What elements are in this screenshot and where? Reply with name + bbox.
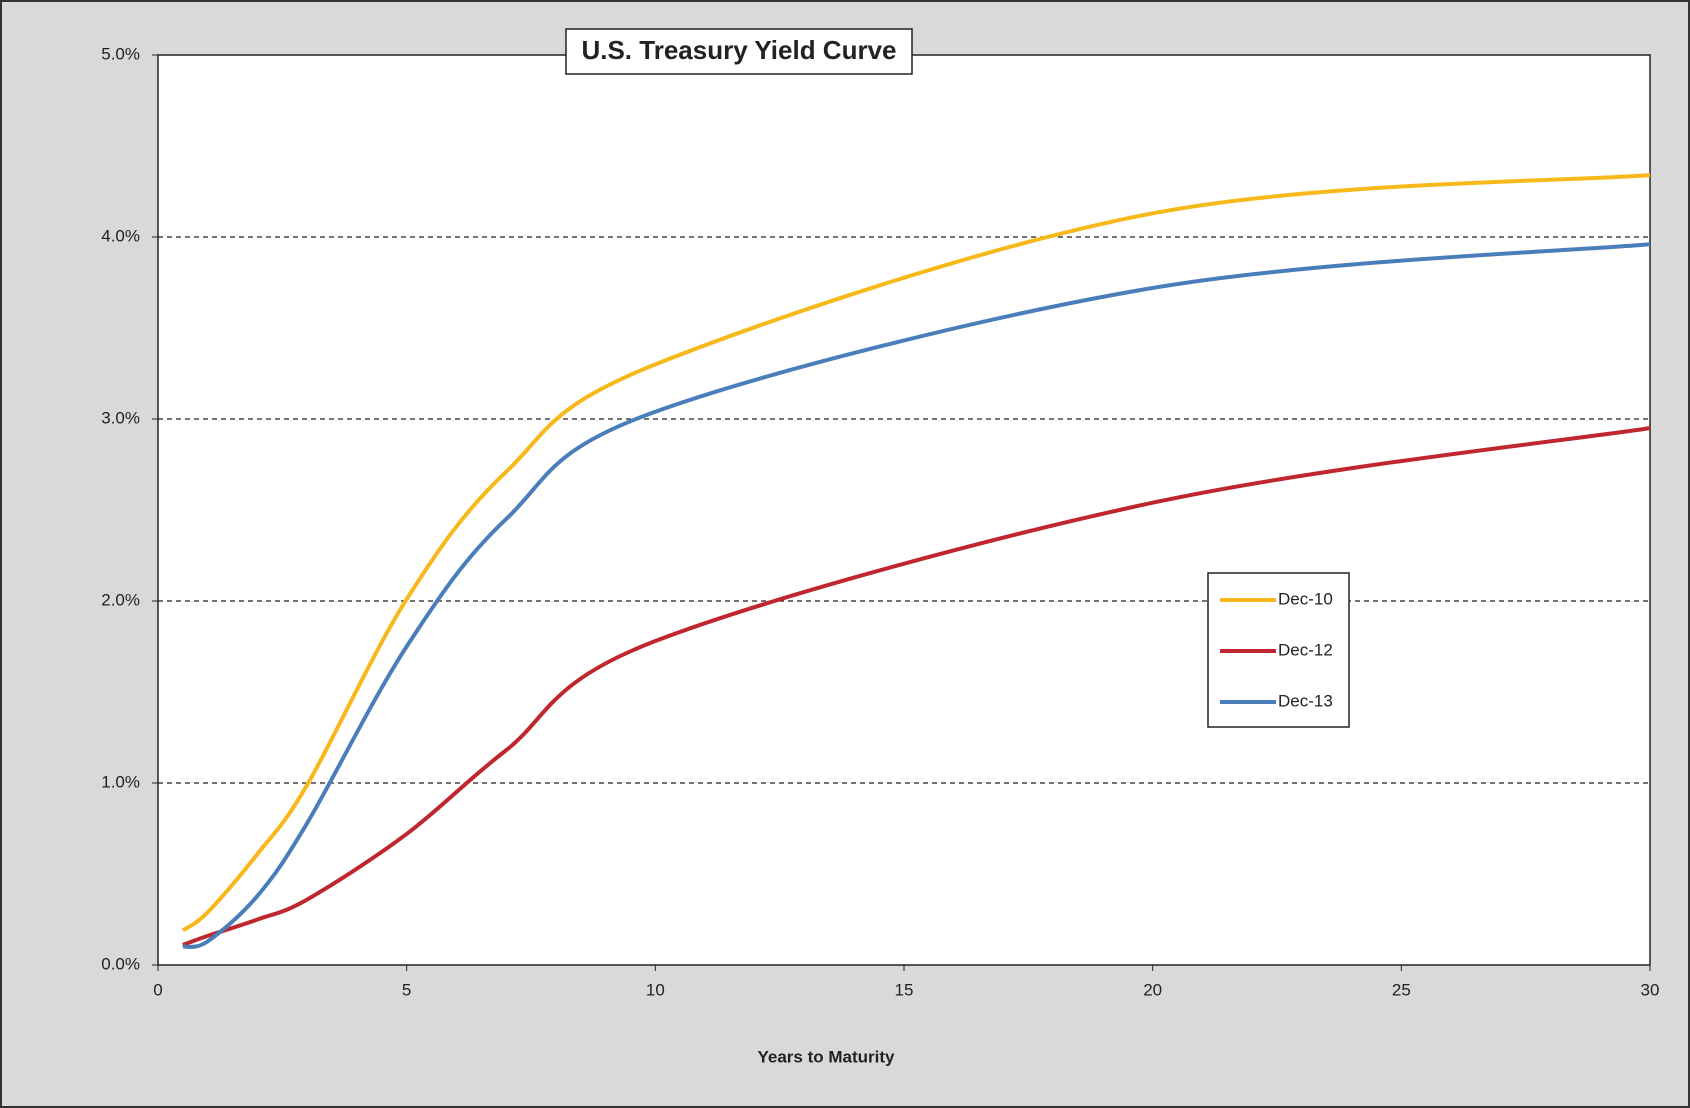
x-tick-label: 10 xyxy=(646,980,665,999)
x-tick-label: 30 xyxy=(1641,980,1660,999)
series-line xyxy=(182,242,1651,949)
x-tick-label: 15 xyxy=(895,980,914,999)
grid xyxy=(152,54,1651,971)
x-tick-label: 0 xyxy=(153,980,162,999)
x-tick-label: 20 xyxy=(1143,980,1162,999)
series-line xyxy=(181,173,1651,933)
y-tick-label: 4.0% xyxy=(101,226,140,245)
x-axis-label: Years to Maturity xyxy=(758,1047,896,1066)
legend-label: Dec-10 xyxy=(1278,589,1333,608)
x-tick-label: 5 xyxy=(402,980,411,999)
chart-title: U.S. Treasury Yield Curve xyxy=(581,35,896,65)
title-box xyxy=(565,28,913,75)
y-tick-label: 3.0% xyxy=(101,408,140,427)
y-tick-label: 5.0% xyxy=(101,44,140,63)
y-tick-label: 1.0% xyxy=(101,772,140,791)
plot-area xyxy=(158,55,1650,965)
legend-label: Dec-13 xyxy=(1278,691,1333,710)
lines xyxy=(181,173,1651,949)
legend: Dec-10 Dec-12 Dec-13 xyxy=(1220,589,1333,710)
legend-label: Dec-12 xyxy=(1278,640,1333,659)
x-tick-label: 25 xyxy=(1392,980,1411,999)
series-line xyxy=(182,426,1651,947)
y-tick-label: 0.0% xyxy=(101,954,140,973)
y-tick-label: 2.0% xyxy=(101,590,140,609)
